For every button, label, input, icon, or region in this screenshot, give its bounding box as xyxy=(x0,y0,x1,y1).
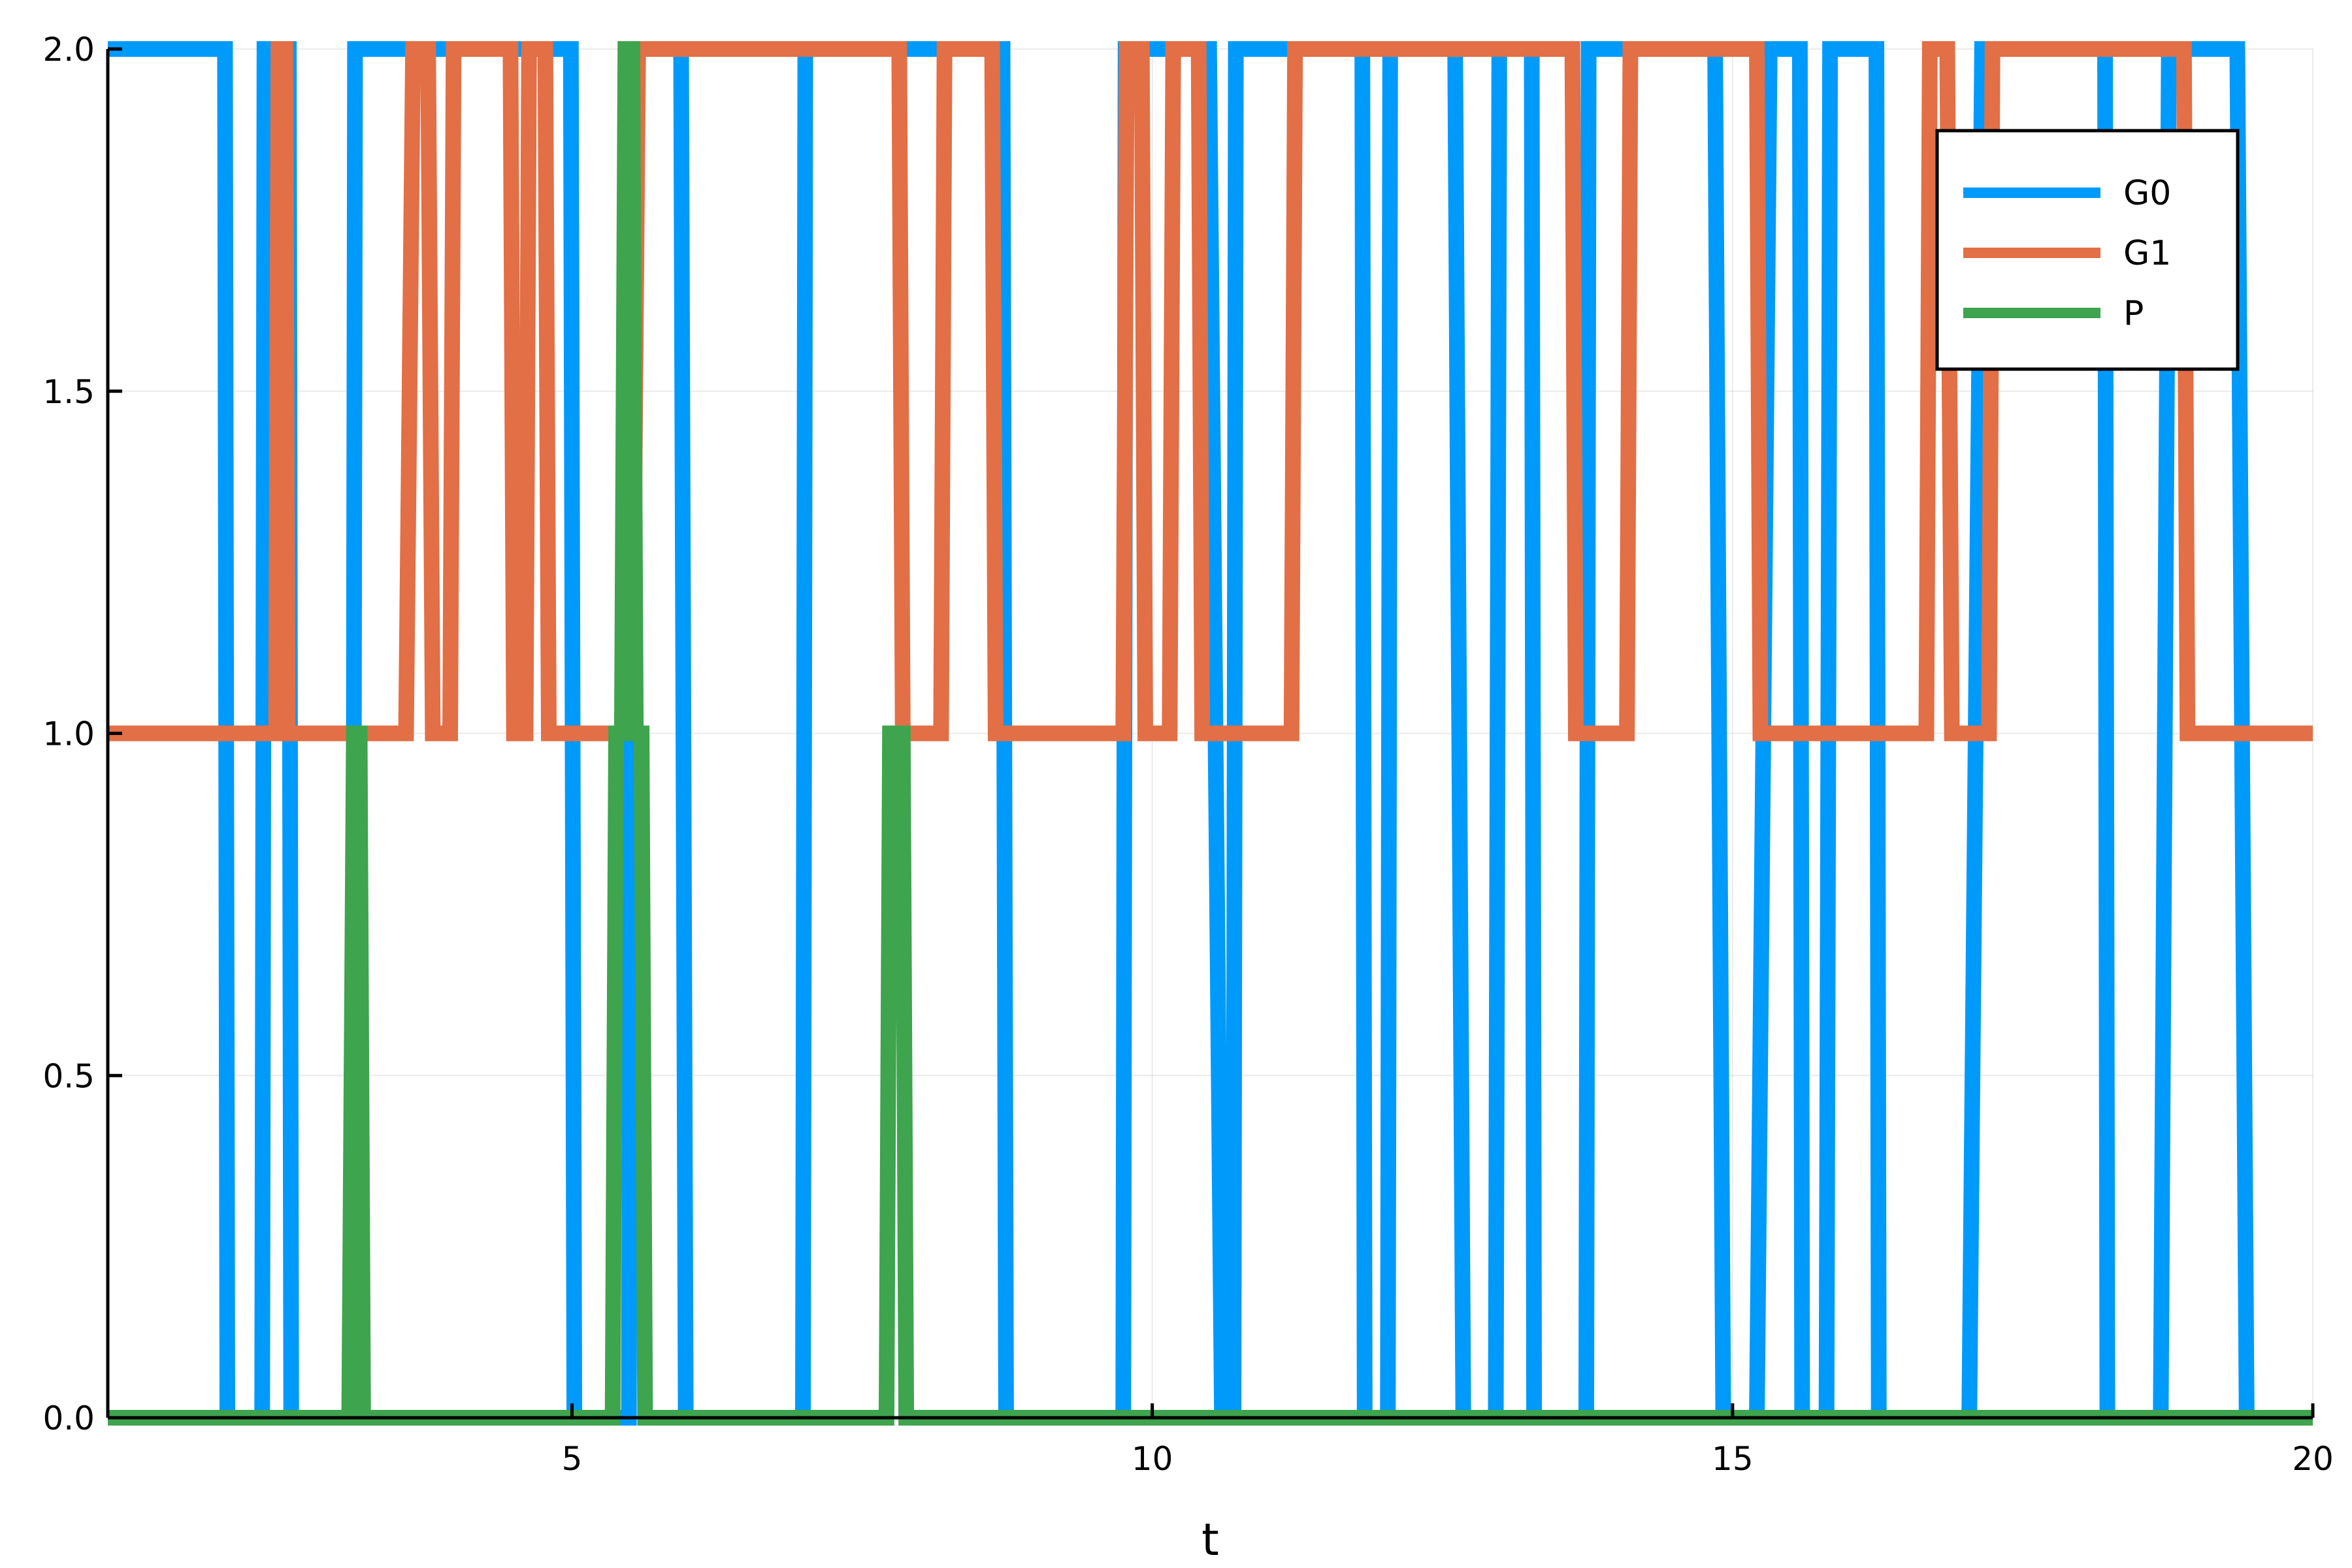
axes: 5 10 15 20 0.0 0.5 1.0 1.5 2.0 xyxy=(42,31,2333,1478)
series-g1-line xyxy=(108,41,2313,742)
x-tick-label-2: 15 xyxy=(1712,1440,1754,1478)
x-tick-label-0: 5 xyxy=(562,1440,583,1478)
series-p-line xyxy=(108,41,2313,1426)
y-tick-label-2: 1.0 xyxy=(42,715,95,753)
y-tick-label-3: 1.5 xyxy=(42,373,95,411)
series-g0-line xyxy=(108,41,2313,1426)
y-tick-label-1: 0.5 xyxy=(42,1057,95,1095)
x-tick-label-1: 10 xyxy=(1132,1440,1173,1478)
legend: G0 G1 P xyxy=(1935,129,2240,371)
x-tick-label-3: 20 xyxy=(2292,1440,2334,1478)
y-tick-label-0: 0.0 xyxy=(42,1399,95,1437)
y-tick-label-4: 2.0 xyxy=(42,31,95,69)
legend-label-g1: G1 xyxy=(2123,234,2171,273)
legend-label-g0: G0 xyxy=(2123,174,2171,213)
x-axis-label: t xyxy=(1201,1514,1219,1566)
legend-label-p: P xyxy=(2123,294,2144,333)
plot-series xyxy=(108,41,2313,1426)
